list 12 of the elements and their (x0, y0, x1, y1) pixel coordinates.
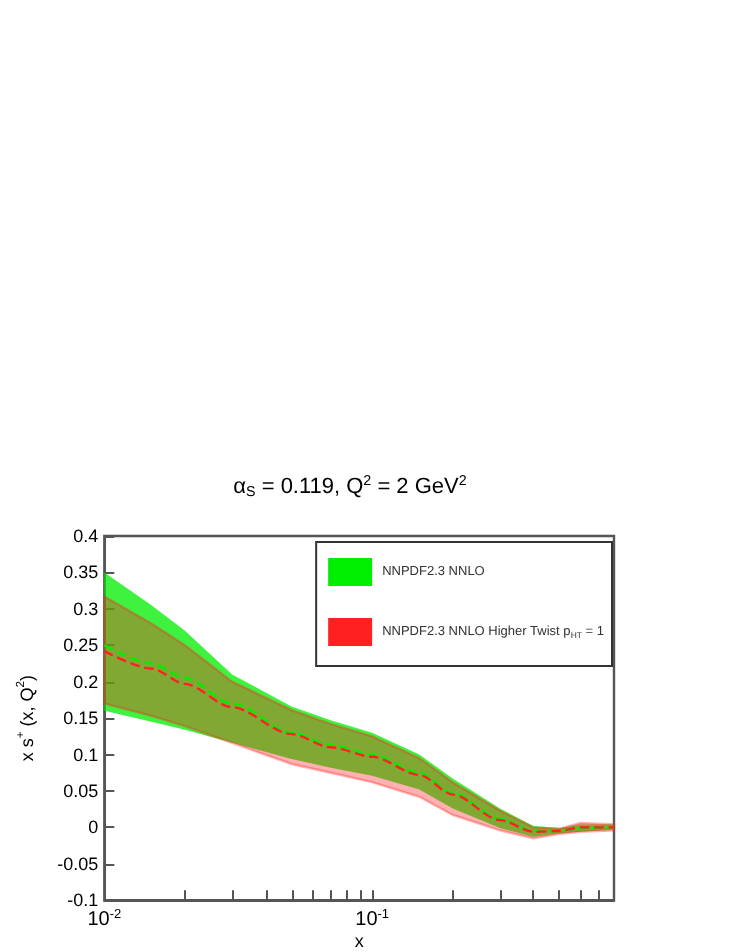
y-tick-label: 0.15 (63, 708, 99, 729)
y-tick-label: 0 (88, 817, 99, 838)
y-tick-label: 0.2 (73, 671, 99, 692)
y-tick-label: 0.25 (63, 635, 99, 656)
y-tick-label: 0.4 (73, 526, 99, 546)
y-tick-label: -0.05 (57, 853, 99, 874)
y-tick-label: -0.1 (67, 890, 99, 911)
y-tick-label: 0.35 (63, 562, 99, 583)
y-tick-label: 0.3 (73, 598, 99, 619)
x-axis-title: x (354, 931, 365, 951)
y-tick-label: 0.1 (73, 744, 99, 765)
y-tick-label: 0.05 (63, 780, 99, 801)
